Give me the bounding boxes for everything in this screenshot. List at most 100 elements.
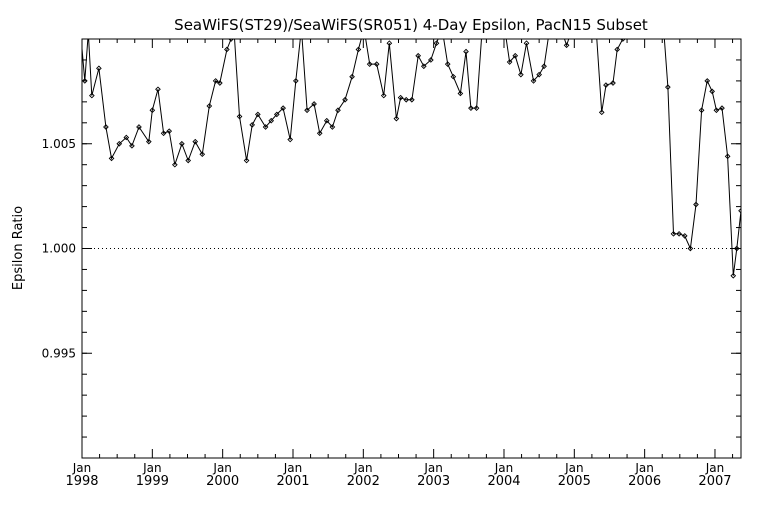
- data-point: [236, 113, 243, 120]
- data-point: [403, 96, 410, 103]
- data-point: [598, 109, 605, 116]
- data-point: [262, 124, 269, 130]
- data-point: [709, 88, 716, 95]
- x-tick-year-label: 2000: [206, 474, 239, 489]
- data-point: [145, 138, 152, 145]
- data-point: [541, 63, 547, 70]
- data-point: [199, 151, 206, 158]
- x-tick-year-label: 2007: [698, 474, 731, 489]
- data-point: [506, 59, 513, 65]
- x-tick-year-label: 2005: [558, 474, 591, 489]
- data-point: [323, 117, 330, 124]
- x-tick-year-label: 2006: [628, 474, 661, 489]
- data-point: [287, 136, 294, 143]
- data-point: [610, 80, 616, 86]
- data-point: [603, 82, 609, 88]
- data-point: [228, 39, 234, 42]
- x-tick-year-label: 2003: [417, 474, 450, 489]
- data-point: [268, 117, 275, 124]
- data-point: [420, 63, 427, 70]
- y-axis-ticks: 0.995 1.000 1.005: [42, 137, 741, 360]
- data-point: [160, 130, 167, 137]
- data-point: [473, 105, 480, 111]
- x-tick-month-label: Jan: [705, 461, 725, 475]
- y-tick-label: 1.005: [42, 137, 76, 151]
- data-point: [620, 39, 626, 42]
- data-point: [335, 107, 341, 114]
- x-tick-month-label: Jan: [564, 461, 584, 475]
- data-point: [149, 107, 156, 114]
- data-point: [724, 153, 731, 160]
- data-point: [129, 143, 135, 149]
- data-point: [693, 201, 699, 208]
- data-point: [563, 42, 570, 49]
- data-point: [136, 124, 142, 130]
- x-tick-month-label: Jan: [494, 461, 514, 475]
- data-point: [172, 161, 178, 168]
- data-point: [698, 107, 705, 114]
- x-tick-month-label: Jan: [423, 461, 443, 475]
- data-point: [78, 31, 82, 35]
- x-tick-year-label: 2004: [487, 474, 520, 489]
- data-point: [349, 73, 355, 80]
- y-axis-label: Epsilon Ratio: [11, 206, 26, 290]
- data-point: [614, 46, 621, 53]
- x-tick-year-label: 2002: [347, 474, 380, 489]
- data-point: [523, 40, 530, 47]
- x-axis-ticks: Jan1998Jan1999Jan2000Jan2001Jan2002Jan20…: [65, 39, 732, 489]
- data-point: [468, 105, 474, 111]
- data-point: [649, 26, 653, 30]
- x-tick-year-label: 1998: [65, 474, 98, 489]
- data-point: [224, 46, 230, 53]
- data-point: [89, 92, 95, 99]
- data-point: [463, 48, 469, 55]
- x-tick-year-label: 2001: [276, 474, 309, 489]
- data-point: [366, 61, 373, 67]
- data-point: [380, 92, 387, 99]
- data-point: [518, 71, 524, 78]
- data-point: [292, 78, 299, 84]
- data-point: [217, 80, 223, 86]
- data-point: [212, 78, 219, 84]
- data-point: [530, 78, 537, 84]
- data-point: [206, 103, 213, 109]
- x-tick-month-label: Jan: [142, 461, 162, 475]
- data-point: [108, 155, 115, 162]
- x-tick-month-label: Jan: [72, 461, 92, 475]
- data-point: [457, 90, 464, 97]
- data-point: [329, 124, 336, 130]
- data-point: [676, 230, 682, 237]
- data-point: [166, 128, 173, 135]
- data-point: [687, 245, 694, 252]
- data-point: [670, 230, 677, 237]
- data-point: [316, 130, 323, 137]
- data-point: [249, 122, 256, 128]
- y-tick-label: 0.995: [42, 346, 76, 360]
- data-point: [681, 233, 688, 239]
- data-point: [397, 94, 404, 101]
- data-point: [656, 26, 660, 30]
- data-point: [192, 138, 199, 145]
- data-point: [665, 84, 671, 91]
- data-point: [733, 245, 740, 252]
- data-point: [393, 115, 400, 122]
- data-point: [243, 157, 250, 164]
- data-point: [123, 134, 130, 141]
- data-point: [428, 57, 434, 63]
- x-tick-month-label: Jan: [283, 461, 303, 475]
- data-point: [116, 140, 123, 147]
- data-point: [355, 46, 362, 53]
- data-point: [738, 207, 741, 214]
- data-point: [342, 96, 348, 103]
- data-point: [450, 73, 457, 80]
- data-point: [536, 71, 542, 78]
- data-point: [512, 52, 519, 59]
- data-point: [103, 124, 109, 130]
- data-point: [280, 105, 286, 111]
- data-point: [185, 157, 192, 164]
- data-point: [433, 40, 440, 47]
- data-point: [704, 78, 711, 84]
- data-point: [415, 52, 422, 59]
- data-point: [719, 105, 725, 111]
